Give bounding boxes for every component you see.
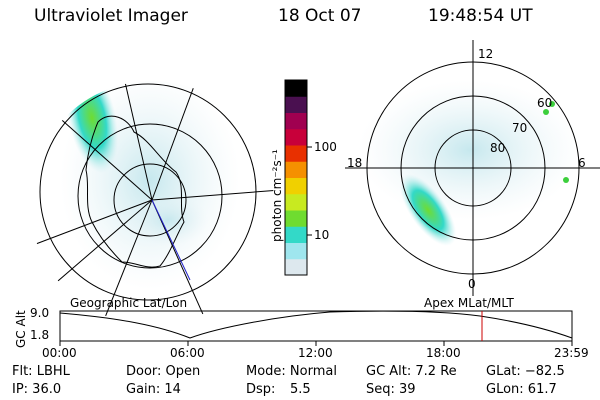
continent-outline	[85, 115, 185, 268]
timeline-ylabel: GC Alt	[14, 310, 28, 348]
mlat-label-60: 60	[537, 96, 553, 110]
mlat-label-80: 80	[490, 141, 506, 155]
colorbar-tick-100: 100	[314, 140, 337, 154]
sun-line	[151, 199, 191, 281]
status-filter: Flt: LBHL	[12, 364, 70, 379]
timeline-xtick-1200: 12:00	[298, 346, 333, 360]
meridian-4	[151, 189, 274, 201]
aurora-blob-left-b	[128, 194, 208, 246]
left-panel-caption: Geographic Lat/Lon	[70, 296, 188, 310]
image-date: 18 Oct 07	[278, 6, 362, 26]
colorbar-unit: photon cm⁻²s⁻¹	[270, 149, 284, 242]
colorbar-cell	[285, 226, 307, 243]
timeline-frame	[59, 310, 573, 342]
colorbar-cell	[285, 242, 307, 260]
lat-circle-2	[77, 123, 223, 269]
lat-circle-1	[113, 163, 187, 237]
status-gc-alt: GC Alt: 7.2 Re	[366, 364, 457, 379]
colorbar-cell	[285, 80, 307, 97]
colorbar-cell	[285, 258, 307, 276]
meridian-6	[99, 199, 153, 325]
timeline-xtick-2359: 23:59	[554, 346, 589, 360]
status-seq: Seq: 39	[366, 382, 416, 397]
status-gain: Gain: 14	[126, 382, 181, 397]
meridian-5	[151, 199, 211, 325]
status-dsp-value: 5.5	[290, 382, 311, 397]
colorbar-tick-10: 10	[314, 228, 330, 242]
timeline-xtick-0000: 00:00	[42, 346, 77, 360]
colorbar-cell	[285, 112, 307, 130]
orbit-timeline	[59, 310, 573, 346]
status-ip: IP: 36.0	[12, 382, 62, 397]
right-panel-caption: Apex MLat/MLT	[424, 296, 514, 310]
timeline-ytick-high: 9.0	[30, 306, 50, 320]
mlt-label-0: 0	[468, 277, 476, 291]
apex-map	[345, 40, 600, 296]
status-dsp-label: Dsp:	[246, 382, 276, 397]
colorbar-cell	[285, 161, 307, 178]
meridian-3	[151, 81, 201, 201]
status-glon: GLon: 61.7	[486, 382, 557, 397]
dawn-dot-3	[563, 177, 569, 183]
colorbar-cell	[285, 96, 307, 113]
status-mode: Mode: Normal	[246, 364, 337, 379]
status-glat: GLat: −82.5	[486, 364, 565, 379]
colorbar	[284, 79, 312, 276]
mlt-label-6: 6	[578, 156, 586, 170]
mlt-label-18: 18	[347, 156, 363, 170]
altitude-curve	[59, 310, 573, 339]
colorbar-cell	[285, 128, 307, 146]
mlt-label-12: 12	[478, 47, 494, 61]
timeline-ytick-low: 1.8	[30, 328, 50, 342]
dawn-dot-1	[549, 101, 555, 107]
colorbar-cell	[285, 177, 307, 195]
status-door: Door: Open	[126, 364, 201, 379]
colorbar-cell	[285, 145, 307, 162]
meridian-7	[30, 199, 153, 251]
image-time: 19:48:54 UT	[428, 6, 533, 26]
app-title: Ultraviolet Imager	[34, 6, 188, 26]
aurora-arc-right	[399, 174, 457, 246]
timeline-xtick-0600: 06:00	[170, 346, 205, 360]
colorbar-frame	[284, 79, 308, 276]
colorbar-cell	[285, 193, 307, 211]
timeline-xtick-1800: 18:00	[426, 346, 461, 360]
colorbar-cell	[285, 210, 307, 227]
mlat-label-70: 70	[512, 121, 528, 135]
geographic-map	[30, 81, 274, 325]
dawn-dot-2	[543, 109, 549, 115]
